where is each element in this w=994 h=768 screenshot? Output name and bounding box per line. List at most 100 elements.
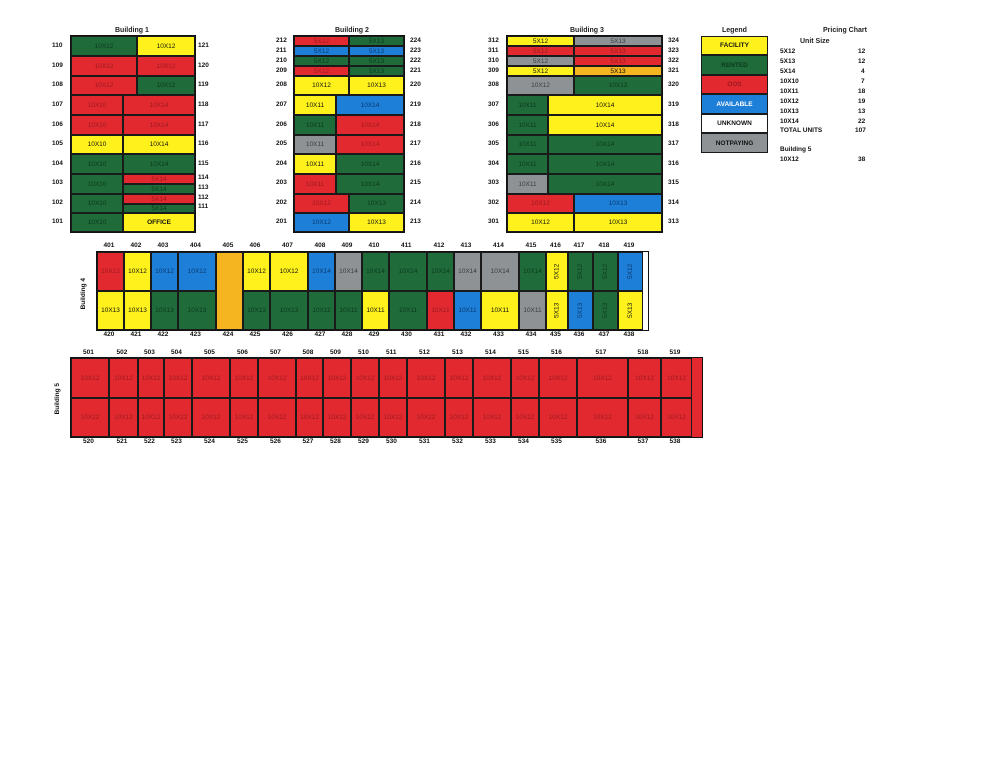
- unit-314[interactable]: 10X13: [574, 194, 662, 213]
- unit-304[interactable]: 10X11: [507, 154, 548, 174]
- unit-103[interactable]: 10X10: [71, 174, 123, 194]
- unit-412[interactable]: 10X14: [427, 252, 454, 291]
- unit-527[interactable]: 10X12: [296, 398, 323, 437]
- unit-517[interactable]: 10X12: [577, 358, 628, 398]
- unit-212[interactable]: 5X12: [294, 36, 349, 46]
- unit-110[interactable]: 10X12: [71, 36, 137, 56]
- unit-531[interactable]: 10X12: [407, 398, 445, 437]
- unit-208[interactable]: 10X12: [294, 76, 349, 95]
- unit-111[interactable]: 5X14: [123, 204, 195, 213]
- unit-219[interactable]: 10X14: [336, 95, 404, 115]
- unit-438[interactable]: 5X13: [618, 291, 643, 330]
- unit-535[interactable]: 10X12: [539, 398, 577, 437]
- unit-209[interactable]: 5X12: [294, 66, 349, 76]
- unit-409[interactable]: 10X14: [335, 252, 362, 291]
- unit-520[interactable]: 10X12: [71, 398, 109, 437]
- unit-107[interactable]: 10X10: [71, 95, 123, 115]
- unit-423[interactable]: 10X13: [178, 291, 216, 330]
- unit-427[interactable]: 10X11: [308, 291, 335, 330]
- unit-402[interactable]: 10X12: [124, 252, 151, 291]
- unit-524[interactable]: 10X12: [192, 398, 230, 437]
- unit-511[interactable]: 10X12: [379, 358, 407, 398]
- unit-210[interactable]: 5X12: [294, 56, 349, 66]
- unit-317[interactable]: 10X14: [548, 135, 662, 154]
- unit-413[interactable]: 10X14: [454, 252, 481, 291]
- unit-529[interactable]: 10X12: [351, 398, 379, 437]
- unit-432[interactable]: 10X11: [454, 291, 481, 330]
- unit-105[interactable]: 10X10: [71, 135, 123, 154]
- unit-108[interactable]: 10X12: [71, 76, 137, 95]
- unit-223[interactable]: 5X13: [349, 46, 404, 56]
- unit-216[interactable]: 10X14: [336, 154, 404, 174]
- unit-525[interactable]: 10X12: [230, 398, 258, 437]
- unit-224[interactable]: 5X13: [349, 36, 404, 46]
- unit-430[interactable]: 10X11: [389, 291, 427, 330]
- unit-508[interactable]: 10X12: [296, 358, 323, 398]
- unit-303[interactable]: 10X11: [507, 174, 548, 194]
- unit-310[interactable]: 5X12: [507, 56, 574, 66]
- unit-205[interactable]: 10X11: [294, 135, 336, 154]
- unit-418[interactable]: 5X12: [593, 252, 618, 291]
- unit-308[interactable]: 10X12: [507, 76, 574, 95]
- unit-120[interactable]: 10X12: [137, 56, 195, 76]
- unit-207[interactable]: 10X11: [294, 95, 336, 115]
- unit-538[interactable]: 10X12: [661, 398, 692, 437]
- unit-324[interactable]: 5X13: [574, 36, 662, 46]
- unit-536[interactable]: 10X12: [577, 398, 628, 437]
- unit-102[interactable]: 10X10: [71, 194, 123, 213]
- unit-407[interactable]: 10X12: [270, 252, 308, 291]
- unit-220[interactable]: 10X13: [349, 76, 404, 95]
- unit-204[interactable]: 10X11: [294, 154, 336, 174]
- unit-518[interactable]: 10X12: [628, 358, 661, 398]
- unit-109[interactable]: 10X12: [71, 56, 137, 76]
- unit-215[interactable]: 10X14: [336, 174, 404, 194]
- unit-115[interactable]: 10X14: [123, 154, 195, 174]
- unit-530[interactable]: 10X12: [379, 398, 407, 437]
- unit-510[interactable]: 10X12: [351, 358, 379, 398]
- unit-411[interactable]: 10X14: [389, 252, 427, 291]
- unit-435[interactable]: 5X13: [546, 291, 568, 330]
- unit-320[interactable]: 10X13: [574, 76, 662, 95]
- unit-202[interactable]: 10X12: [294, 194, 349, 213]
- unit-519[interactable]: 10X12: [661, 358, 692, 398]
- unit-403[interactable]: 10X12: [151, 252, 178, 291]
- unit-537[interactable]: 10X12: [628, 398, 661, 437]
- unit-512[interactable]: 10X12: [407, 358, 445, 398]
- unit-426[interactable]: 10X13: [270, 291, 308, 330]
- unit-528[interactable]: 10X12: [323, 398, 351, 437]
- unit-507[interactable]: 10X12: [258, 358, 296, 398]
- unit-104[interactable]: 10X10: [71, 154, 123, 174]
- unit-222[interactable]: 5X13: [349, 56, 404, 66]
- unit-116[interactable]: 10X14: [123, 135, 195, 154]
- unit-433[interactable]: 10X11: [481, 291, 519, 330]
- unit-523[interactable]: 10X12: [164, 398, 192, 437]
- unit-311[interactable]: 5X12: [507, 46, 574, 56]
- unit-404[interactable]: 10X12: [178, 252, 216, 291]
- unit-534[interactable]: 10X12: [511, 398, 539, 437]
- unit-302[interactable]: 10X12: [507, 194, 574, 213]
- unit-436[interactable]: 5X13: [568, 291, 593, 330]
- unit-504[interactable]: 10X12: [164, 358, 192, 398]
- unit-106[interactable]: 10X10: [71, 115, 123, 135]
- unit-434[interactable]: 10X11: [519, 291, 546, 330]
- unit-307[interactable]: 10X11: [507, 95, 548, 115]
- unit-415[interactable]: 10X14: [519, 252, 546, 291]
- unit-118[interactable]: 10X14: [123, 95, 195, 115]
- unit-401[interactable]: 10X12: [97, 252, 124, 291]
- unit-312[interactable]: 5X12: [507, 36, 574, 46]
- unit-420[interactable]: 10X13: [97, 291, 124, 330]
- unit-406[interactable]: 10X12: [243, 252, 270, 291]
- unit-526[interactable]: 10X12: [258, 398, 296, 437]
- unit-121[interactable]: 10X12: [137, 36, 195, 56]
- unit-405-424[interactable]: [216, 252, 243, 330]
- unit-119[interactable]: 10X12: [137, 76, 195, 95]
- unit-521[interactable]: 10X12: [109, 398, 138, 437]
- unit-505[interactable]: 10X12: [192, 358, 230, 398]
- unit-408[interactable]: 10X14: [308, 252, 335, 291]
- unit-313[interactable]: 10X13: [574, 213, 662, 232]
- unit-421[interactable]: 10X13: [124, 291, 151, 330]
- unit-417[interactable]: 5X12: [568, 252, 593, 291]
- unit-318[interactable]: 10X14: [548, 115, 662, 135]
- unit-101[interactable]: 10X10: [71, 213, 123, 232]
- unit-501[interactable]: 10X12: [71, 358, 109, 398]
